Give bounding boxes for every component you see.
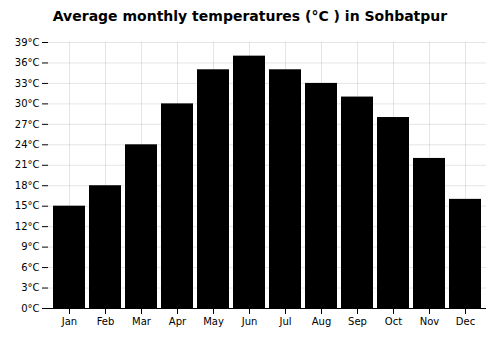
svg-text:0°C: 0°C: [21, 303, 39, 314]
svg-text:Dec: Dec: [456, 316, 475, 327]
svg-text:Sep: Sep: [348, 316, 367, 327]
svg-text:39°C: 39°C: [15, 37, 40, 48]
svg-text:Mar: Mar: [132, 316, 152, 327]
svg-text:9°C: 9°C: [21, 241, 39, 252]
svg-text:15°C: 15°C: [15, 200, 40, 211]
svg-text:Feb: Feb: [97, 316, 115, 327]
svg-text:33°C: 33°C: [15, 78, 40, 89]
svg-text:Jun: Jun: [241, 316, 258, 327]
svg-text:12°C: 12°C: [15, 221, 40, 232]
svg-text:Apr: Apr: [169, 316, 187, 327]
svg-text:36°C: 36°C: [15, 57, 40, 68]
svg-text:Jul: Jul: [278, 316, 291, 327]
svg-text:24°C: 24°C: [15, 139, 40, 150]
svg-text:6°C: 6°C: [21, 262, 39, 273]
svg-text:Jan: Jan: [61, 316, 77, 327]
svg-text:27°C: 27°C: [15, 119, 40, 130]
svg-text:18°C: 18°C: [15, 180, 40, 191]
html-text:Average monthly temperatures (: Average monthly temperatures (°C ) in So…: [52, 8, 448, 24]
svg-text:Oct: Oct: [385, 316, 402, 327]
svg-text:Aug: Aug: [312, 316, 332, 327]
svg-text:Nov: Nov: [420, 316, 440, 327]
svg-text:30°C: 30°C: [15, 98, 40, 109]
svg-text:May: May: [203, 316, 224, 327]
svg-text:3°C: 3°C: [21, 282, 39, 293]
svg-text:21°C: 21°C: [15, 159, 40, 170]
